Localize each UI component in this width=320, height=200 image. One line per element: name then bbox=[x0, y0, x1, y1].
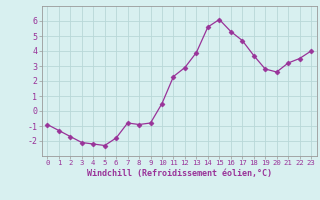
X-axis label: Windchill (Refroidissement éolien,°C): Windchill (Refroidissement éolien,°C) bbox=[87, 169, 272, 178]
